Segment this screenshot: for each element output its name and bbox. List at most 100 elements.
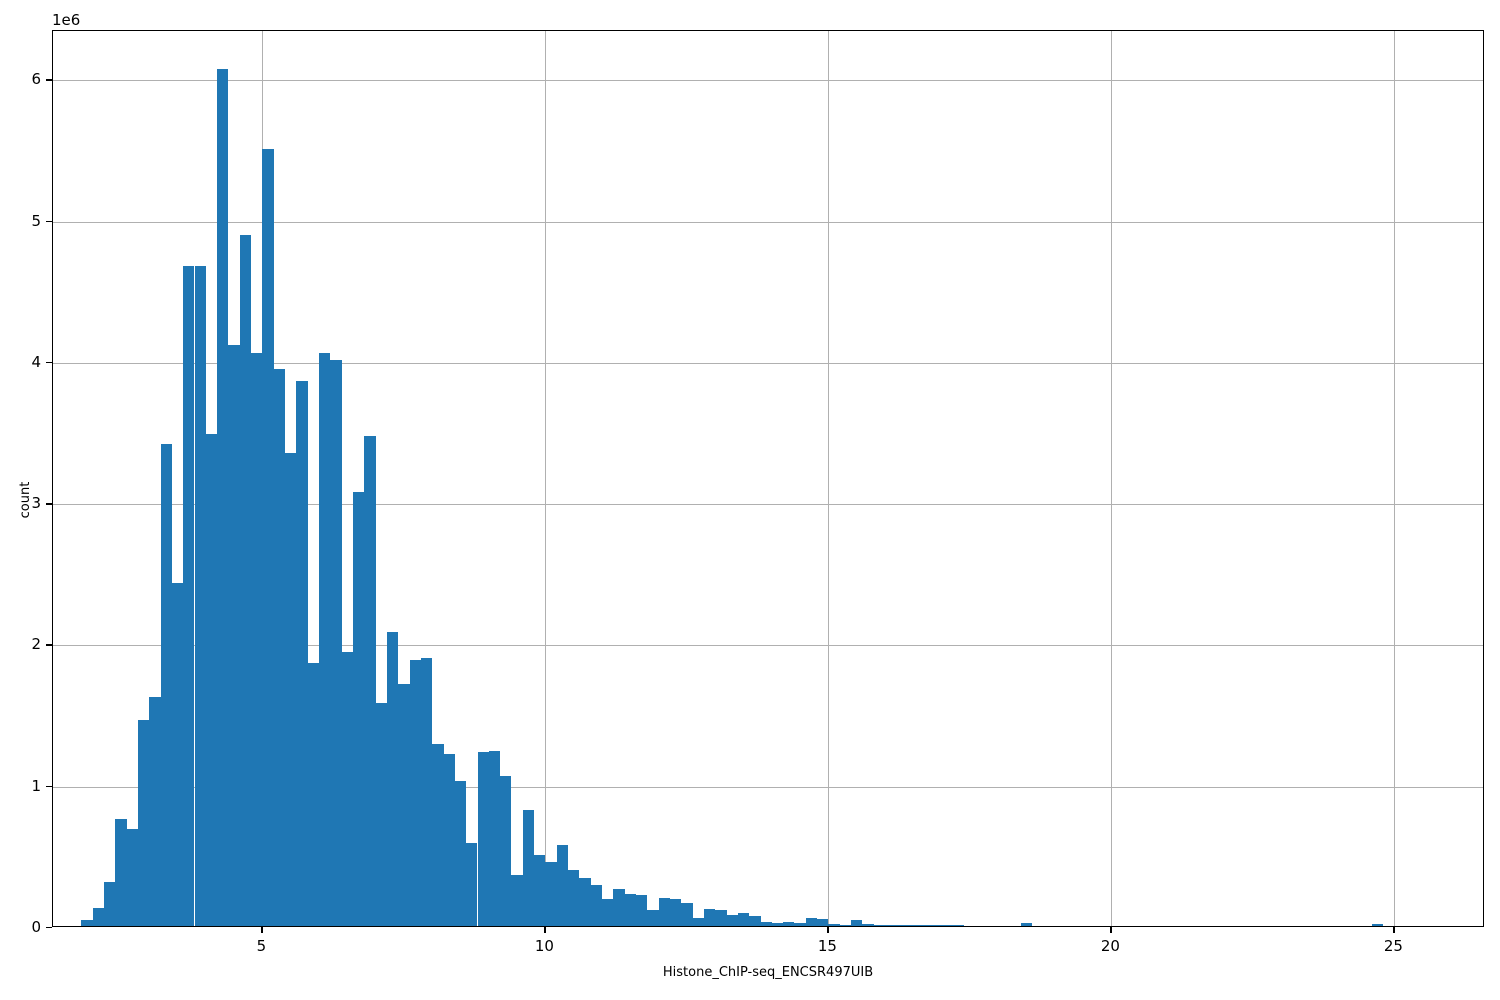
histogram-bar [364, 435, 376, 926]
histogram-bar [771, 923, 784, 926]
histogram-bar [432, 743, 444, 926]
histogram-bar [726, 914, 738, 926]
histogram-bar [466, 842, 478, 926]
x-tick-mark [261, 927, 263, 933]
y-tick-label: 2 [31, 635, 41, 654]
histogram-bar [681, 903, 693, 926]
histogram-bar [500, 776, 512, 926]
histogram-bar [443, 753, 455, 926]
histogram-bar [115, 818, 127, 926]
gridline-vertical [545, 31, 547, 926]
histogram-bar [81, 920, 93, 926]
histogram-bar [228, 345, 240, 926]
histogram-bar [522, 810, 535, 926]
gridline-horizontal [53, 645, 1483, 647]
y-tick-mark [46, 220, 52, 222]
histogram-bar [273, 369, 286, 926]
histogram-bar [760, 921, 772, 926]
x-tick-label: 10 [534, 937, 554, 955]
histogram-bar [160, 444, 172, 926]
histogram-bar [590, 885, 603, 926]
y-tick-label: 5 [31, 211, 41, 230]
y-axis-title: count [17, 481, 33, 519]
histogram-bar [885, 925, 897, 926]
histogram-bar [341, 651, 353, 926]
histogram-bar [873, 924, 886, 926]
histogram-bar [851, 920, 863, 926]
y-tick-mark [46, 644, 52, 646]
histogram-bar [352, 492, 365, 926]
histogram-bar [217, 68, 229, 926]
histogram-bar [205, 434, 218, 926]
y-tick-mark [46, 927, 52, 929]
histogram-bar [454, 780, 467, 926]
histogram-bar [386, 632, 399, 926]
histogram-bar [568, 869, 580, 926]
histogram-bar [805, 918, 818, 926]
gridline-horizontal [53, 362, 1483, 364]
histogram-bar [907, 925, 919, 926]
histogram-bar [692, 917, 704, 926]
histogram-bar [262, 149, 274, 926]
y-tick-mark [46, 503, 52, 505]
x-tick-mark [1110, 927, 1112, 933]
histogram-bar [647, 910, 659, 926]
histogram-bar [398, 684, 410, 926]
gridline-vertical [1111, 31, 1113, 926]
histogram-bar [330, 359, 342, 926]
histogram-bar [103, 882, 116, 926]
histogram-bar [817, 918, 829, 926]
histogram-bar [624, 893, 636, 926]
gridline-vertical [828, 31, 830, 926]
plot-area [52, 30, 1484, 927]
histogram-bar [703, 909, 716, 926]
histogram-bar [137, 719, 150, 926]
histogram-bar [1020, 923, 1033, 926]
histogram-bar [715, 910, 727, 926]
histogram-bar [126, 828, 138, 926]
histogram-bar [839, 924, 852, 926]
histogram-bar [602, 899, 614, 926]
x-axis-title: Histone_ChIP-seq_ENCSR497UIB [662, 965, 874, 980]
histogram-bar [194, 266, 206, 926]
histogram-bar [952, 925, 965, 926]
histogram-bar [862, 924, 874, 926]
gridline-horizontal [53, 504, 1483, 506]
histogram-bar [511, 875, 523, 926]
x-tick-mark [827, 927, 829, 933]
histogram-bar [556, 845, 569, 926]
histogram-bar [613, 889, 625, 926]
histogram-bar [307, 663, 320, 926]
histogram-bar [149, 697, 161, 926]
histogram-bar [409, 660, 421, 926]
histogram-bar [918, 925, 931, 926]
x-tick-label: 25 [1383, 937, 1403, 955]
histogram-bar [783, 922, 795, 926]
histogram-bar [545, 862, 557, 926]
y-tick-label: 1 [31, 776, 41, 795]
histogram-bar [420, 657, 433, 926]
histogram-bar [1371, 923, 1384, 926]
histogram-bar [183, 266, 195, 926]
histogram-bar [488, 750, 501, 926]
y-tick-mark [46, 79, 52, 81]
y-tick-mark [46, 785, 52, 788]
x-tick-label: 15 [817, 937, 837, 955]
y-tick-label: 0 [31, 918, 41, 936]
histogram-bar [239, 235, 252, 926]
y-tick-label: 6 [31, 70, 41, 89]
histogram-bar [296, 380, 308, 926]
histogram-bar [794, 923, 806, 926]
histogram-bar [658, 897, 670, 926]
gridline-horizontal [53, 80, 1483, 82]
x-tick-mark [544, 927, 546, 933]
histogram-bar [285, 452, 297, 926]
histogram-bar [896, 925, 908, 926]
histogram-bar [749, 916, 761, 926]
x-tick-mark [1393, 927, 1395, 933]
histogram-bar [534, 855, 546, 926]
histogram-bar [251, 352, 263, 926]
gridline-horizontal [53, 221, 1483, 223]
histogram-bar [941, 925, 953, 926]
gridline-vertical [1394, 31, 1396, 926]
